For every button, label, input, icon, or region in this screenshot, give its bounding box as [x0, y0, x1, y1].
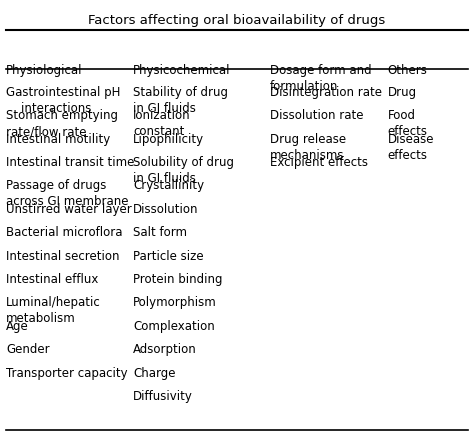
Text: Intestinal motility: Intestinal motility — [6, 133, 110, 146]
Text: Gastrointestinal pH
    interactions: Gastrointestinal pH interactions — [6, 86, 120, 115]
Text: Factors affecting oral bioavailability of drugs: Factors affecting oral bioavailability o… — [88, 14, 386, 27]
Text: Intestinal transit time: Intestinal transit time — [6, 156, 135, 169]
Text: Charge: Charge — [133, 367, 176, 380]
Text: Diffusivity: Diffusivity — [133, 390, 193, 403]
Text: Dissolution: Dissolution — [133, 203, 199, 216]
Text: Dissolution rate: Dissolution rate — [270, 109, 364, 122]
Text: Age: Age — [6, 320, 29, 333]
Text: Drug release
mechanisms: Drug release mechanisms — [270, 133, 346, 162]
Text: Disease
effects: Disease effects — [388, 133, 434, 162]
Text: Food
effects: Food effects — [388, 109, 428, 138]
Text: Ionization
constant: Ionization constant — [133, 109, 191, 138]
Text: Passage of drugs
across GI membrane: Passage of drugs across GI membrane — [6, 180, 128, 208]
Text: Intestinal secretion: Intestinal secretion — [6, 250, 119, 262]
Text: Physicochemical: Physicochemical — [133, 64, 231, 77]
Text: Gender: Gender — [6, 343, 50, 356]
Text: Solubility of drug
in GI fluids: Solubility of drug in GI fluids — [133, 156, 234, 185]
Text: Salt form: Salt form — [133, 226, 187, 239]
Text: Particle size: Particle size — [133, 250, 204, 262]
Text: Physiological: Physiological — [6, 64, 82, 77]
Text: Luminal/hepatic
metabolism: Luminal/hepatic metabolism — [6, 296, 101, 325]
Text: Stomach emptying
rate/flow rate: Stomach emptying rate/flow rate — [6, 109, 118, 138]
Text: Stability of drug
in GI fluids: Stability of drug in GI fluids — [133, 86, 228, 115]
Text: Disintegration rate: Disintegration rate — [270, 86, 382, 99]
Text: Adsorption: Adsorption — [133, 343, 197, 356]
Text: Excipient effects: Excipient effects — [270, 156, 368, 169]
Text: Dosage form and
formulation: Dosage form and formulation — [270, 64, 372, 93]
Text: Complexation: Complexation — [133, 320, 215, 333]
Text: Crystallinity: Crystallinity — [133, 180, 204, 192]
Text: Lipophilicity: Lipophilicity — [133, 133, 204, 146]
Text: Transporter capacity: Transporter capacity — [6, 367, 128, 380]
Text: Bacterial microflora: Bacterial microflora — [6, 226, 123, 239]
Text: Protein binding: Protein binding — [133, 273, 223, 286]
Text: Others: Others — [388, 64, 428, 77]
Text: Polymorphism: Polymorphism — [133, 296, 217, 310]
Text: Drug: Drug — [388, 86, 417, 99]
Text: Unstirred water layer: Unstirred water layer — [6, 203, 132, 216]
Text: Intestinal efflux: Intestinal efflux — [6, 273, 99, 286]
